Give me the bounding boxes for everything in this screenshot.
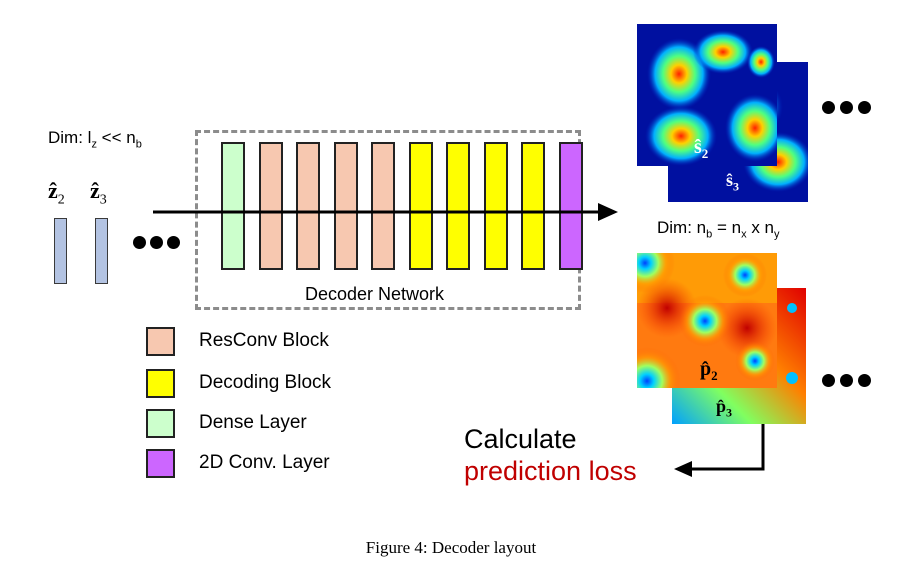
latent-vector-z3 bbox=[95, 218, 108, 284]
decoder-block-resconv bbox=[259, 142, 283, 270]
decoder-network-label: Decoder Network bbox=[305, 284, 445, 304]
ellipsis-dot bbox=[822, 101, 835, 114]
decoder-block-decoding bbox=[409, 142, 433, 270]
loss-label-line1: Calculate bbox=[464, 424, 577, 454]
figure-caption: Figure 4: Decoder layout bbox=[365, 538, 537, 557]
decoder-block-decoding bbox=[446, 142, 470, 270]
latent-label-z2: ẑ2 bbox=[48, 178, 65, 208]
ellipsis-dot bbox=[858, 374, 871, 387]
latent-vector-z2 bbox=[54, 218, 67, 284]
decoder-block-decoding bbox=[521, 142, 545, 270]
legend-swatch-decoding bbox=[146, 369, 175, 398]
legend-label-dense: Dense Layer bbox=[199, 412, 307, 433]
output-dim-label: Dim: nb = nx x ny bbox=[657, 218, 780, 241]
decoder-block-resconv bbox=[296, 142, 320, 270]
loss-label-line2: prediction loss bbox=[464, 456, 637, 486]
decoder-block-decoding bbox=[484, 142, 508, 270]
decoder-block-resconv bbox=[334, 142, 358, 270]
latent-label-z3: ẑ3 bbox=[90, 178, 107, 208]
pressure-map-2 bbox=[637, 253, 777, 388]
decoder-block-resconv bbox=[371, 142, 395, 270]
ellipsis-dot bbox=[840, 101, 853, 114]
ellipsis-dot bbox=[150, 236, 163, 249]
decoder-block-conv2d bbox=[559, 142, 583, 270]
pressure-label-p2: p̂2 bbox=[700, 358, 718, 383]
legend-label-decoding: Decoding Block bbox=[199, 372, 332, 393]
legend-label-conv2d: 2D Conv. Layer bbox=[199, 452, 330, 473]
latent-dim-label: Dim: lz << nb bbox=[48, 128, 142, 151]
ellipsis-dot bbox=[822, 374, 835, 387]
decoder-block-dense bbox=[221, 142, 245, 270]
ellipsis-dot bbox=[133, 236, 146, 249]
ellipsis-dot bbox=[858, 101, 871, 114]
pressure-label-p3: p̂3 bbox=[716, 396, 733, 420]
legend-label-resconv: ResConv Block bbox=[199, 330, 329, 351]
saturation-label-s2: ŝ2 bbox=[694, 136, 709, 161]
ellipsis-dot bbox=[840, 374, 853, 387]
saturation-label-s3: ŝ3 bbox=[726, 170, 740, 194]
ellipsis-dot bbox=[167, 236, 180, 249]
legend-swatch-dense bbox=[146, 409, 175, 438]
legend-swatch-conv2d bbox=[146, 449, 175, 478]
legend-swatch-resconv bbox=[146, 327, 175, 356]
saturation-map-2 bbox=[637, 24, 777, 166]
